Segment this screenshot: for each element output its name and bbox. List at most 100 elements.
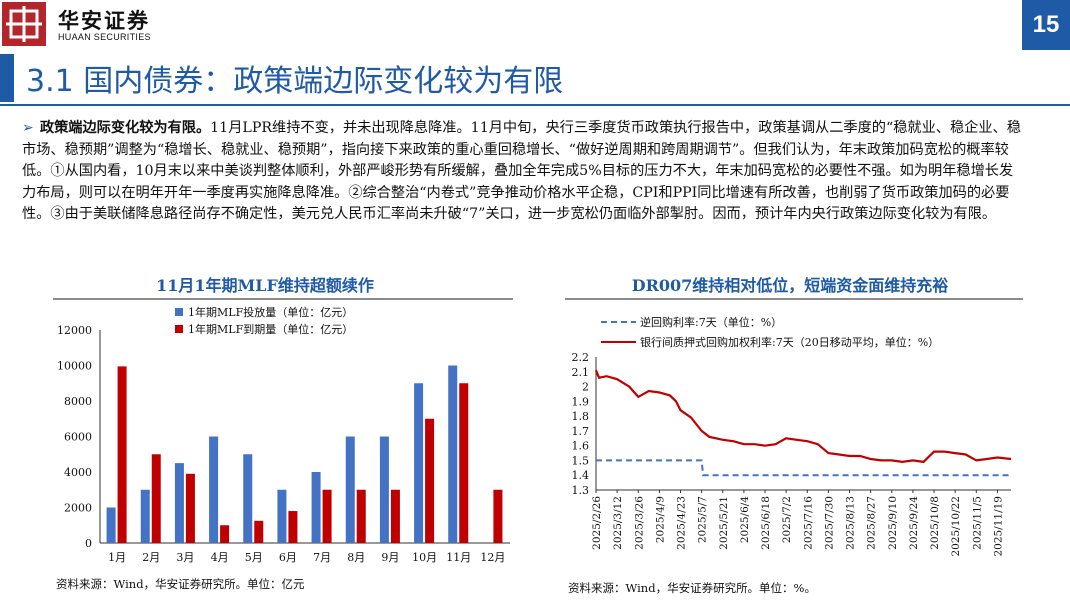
- legend-swatch: [175, 308, 183, 316]
- x-tick-label: 2月: [142, 551, 160, 564]
- y-tick-label: 2.1: [572, 366, 590, 379]
- x-tick-label: 2025/4/23: [676, 496, 688, 550]
- bar-mlf-issued: [243, 454, 253, 543]
- bar-mlf-issued: [209, 436, 219, 543]
- bar-mlf-issued: [106, 507, 116, 543]
- x-tick-label: 2025/8/13: [845, 496, 857, 550]
- legend-label: 1年期MLF到期量（单位：亿元）: [188, 322, 353, 336]
- logo-name-en: HUAAN SECURITIES: [58, 32, 151, 42]
- paragraph-body: 11月LPR维持不变，并未出现降息降准。11月中旬，央行三季度货币政策执行报告中…: [22, 120, 1021, 222]
- x-tick-label: 2025/3/12: [612, 496, 624, 550]
- y-tick-label: 1.9: [572, 395, 590, 408]
- x-tick-label: 4月: [211, 551, 229, 564]
- interbank-repo-rate-line: [594, 369, 1012, 464]
- y-tick-label: 1.4: [572, 469, 590, 482]
- y-tick-label: 1.6: [572, 440, 590, 453]
- title-divider: [0, 104, 1070, 106]
- left-chart-rule: [53, 298, 513, 300]
- legend-label: 银行间质押式回购加权利率:7天（20日移动平均，单位：%）: [640, 335, 939, 349]
- x-tick-label: 2025/7/16: [802, 496, 814, 550]
- x-tick-label: 2025/6/18: [760, 496, 772, 550]
- bar-mlf-maturing: [425, 418, 435, 543]
- bar-mlf-maturing: [322, 489, 332, 543]
- bar-mlf-maturing: [390, 489, 400, 543]
- bar-mlf-issued: [277, 489, 287, 543]
- x-tick-label: 7月: [313, 551, 331, 564]
- bar-mlf-issued: [140, 489, 150, 543]
- legend-label: 1年期MLF投放量（单位：亿元）: [188, 305, 353, 319]
- right-chart-title: DR007维持相对低位，短端资金面维持充裕: [631, 276, 949, 295]
- bar-mlf-issued: [345, 436, 355, 543]
- x-tick-label: 2025/7/2: [781, 496, 793, 543]
- x-tick-label: 10月: [412, 551, 437, 564]
- x-tick-label: 2025/11/19: [992, 496, 1004, 557]
- legend-label: 逆回购利率:7天（单位：%）: [640, 315, 782, 329]
- x-tick-label: 2025/7/30: [823, 496, 835, 550]
- page-title: 3.1 国内债券：政策端边际变化较为有限: [26, 64, 564, 99]
- x-tick-label: 2025/10/22: [950, 496, 962, 557]
- y-tick-label: 0: [85, 537, 92, 550]
- x-tick-label: 12月: [480, 551, 505, 564]
- paragraph-lead: 政策端边际变化较为有限。: [39, 120, 211, 136]
- x-tick-label: 9月: [381, 551, 399, 564]
- y-tick-label: 2.2: [572, 351, 590, 364]
- x-tick-label: 5月: [245, 551, 263, 564]
- mlf-bar-chart: 0 2000 4000 6000 8000 10000 12000 1月 2月 3月 4月 5月 6月 7…: [57, 305, 510, 564]
- x-tick-label: 2025/5/21: [718, 496, 730, 550]
- y-tick-label: 12000: [57, 324, 92, 337]
- y-tick-label: 1.8: [572, 410, 590, 423]
- page-number: 15: [1022, 0, 1070, 50]
- bar-mlf-issued: [414, 383, 424, 543]
- y-tick-label: 2: [582, 381, 589, 394]
- reverse-repo-rate-line: [596, 459, 1011, 477]
- huaan-logo-icon: [2, 2, 46, 46]
- bar-mlf-maturing: [459, 383, 469, 543]
- bar-mlf-maturing: [493, 489, 503, 543]
- y-tick-label: 1.7: [572, 425, 590, 438]
- x-tick-label: 2025/9/24: [908, 496, 920, 550]
- header: 华安证券 HUAAN SECURITIES 15: [0, 0, 1070, 50]
- bar-mlf-maturing: [151, 454, 161, 543]
- right-chart-source: 资料来源：Wind，华安证券研究所。单位：%。: [568, 581, 816, 595]
- bar-mlf-issued: [311, 472, 321, 543]
- y-tick-label: 4000: [64, 466, 92, 479]
- x-tick-label: 2025/9/10: [887, 496, 899, 550]
- title-accent-bar: [0, 54, 14, 102]
- x-tick-label: 2025/11/5: [971, 496, 983, 550]
- bar-mlf-issued: [448, 365, 458, 543]
- x-tick-label: 2025/5/7: [697, 496, 709, 543]
- bar-mlf-issued: [174, 463, 184, 543]
- legend-swatch: [175, 325, 183, 333]
- x-tick-label: 3月: [176, 551, 194, 564]
- left-chart-source: 资料来源：Wind，华安证券研究所。单位：亿元: [56, 577, 305, 591]
- x-tick-label: 6月: [279, 551, 297, 564]
- bar-mlf-maturing: [117, 366, 127, 543]
- dr007-line-chart: 1.3 1.4 1.51.6 1.7 1.8 1.92 2.1 2.2 2025/2/26 202…: [572, 315, 1012, 557]
- x-tick-label: 8月: [347, 551, 365, 564]
- x-tick-label: 2025/3/26: [633, 496, 645, 550]
- y-tick-label: 6000: [64, 431, 92, 444]
- x-tick-label: 11月: [446, 551, 471, 564]
- logo-name-cn: 华安证券: [58, 8, 150, 33]
- bar-mlf-maturing: [356, 489, 366, 543]
- arrow-bullet-icon: ➢: [22, 120, 34, 136]
- x-tick-label: 2025/6/4: [739, 496, 751, 543]
- y-tick-label: 1.5: [572, 454, 590, 467]
- y-tick-label: 8000: [64, 395, 92, 408]
- x-tick-label: 2025/10/8: [929, 496, 941, 550]
- y-tick-label: 2000: [64, 502, 92, 515]
- bar-mlf-issued: [379, 436, 389, 543]
- y-tick-label: 10000: [57, 360, 92, 373]
- x-tick-label: 1月: [108, 551, 126, 564]
- bar-mlf-maturing: [288, 511, 298, 543]
- left-chart-title: 11月1年期MLF维持超额续作: [156, 276, 374, 295]
- x-tick-label: 2025/2/26: [591, 496, 603, 550]
- x-tick-label: 2025/8/27: [866, 496, 878, 550]
- x-tick-label: 2025/4/9: [654, 496, 666, 543]
- bar-mlf-maturing: [220, 525, 230, 543]
- bar-mlf-maturing: [185, 473, 195, 543]
- y-tick-label: 1.3: [572, 484, 590, 497]
- right-chart-rule: [565, 298, 1023, 300]
- body-paragraph: ➢ 政策端边际变化较为有限。11月LPR维持不变，并未出现降息降准。11月中旬，央…: [22, 118, 1022, 226]
- bar-mlf-maturing: [254, 520, 264, 543]
